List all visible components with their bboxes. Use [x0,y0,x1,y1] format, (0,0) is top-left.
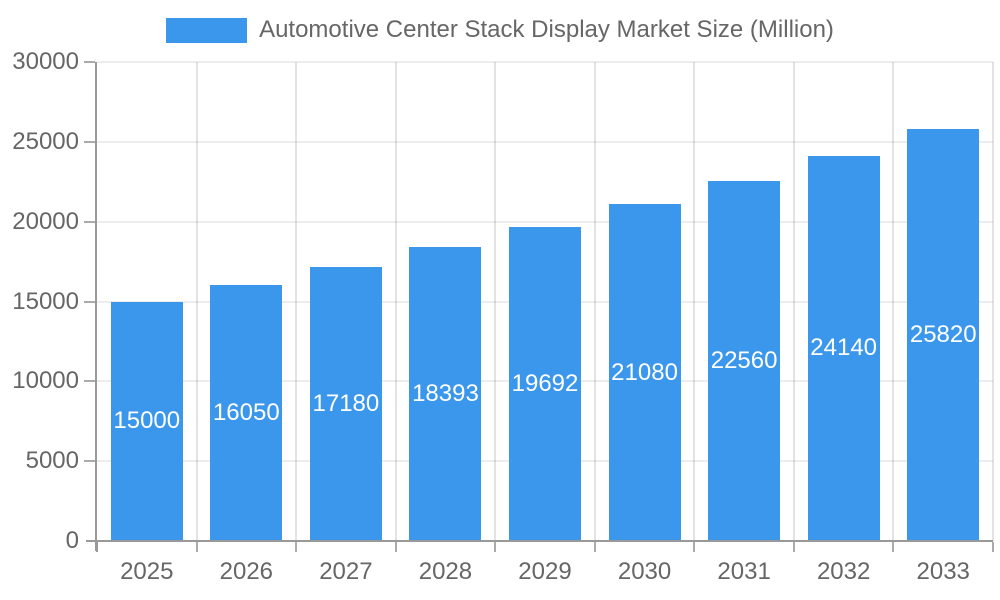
y-tick [84,300,95,303]
x-gridline [295,62,298,541]
y-axis-label: 30000 [12,48,79,75]
y-axis-line [95,62,97,551]
x-gridline [394,62,397,541]
y-tick [84,380,95,383]
y-gridline [97,61,993,63]
x-tick [693,542,696,552]
x-tick [494,542,497,552]
x-axis-label: 2025 [120,558,174,585]
x-axis-label: 2032 [816,558,871,585]
x-tick [892,542,895,552]
bar-2029[interactable] [509,226,581,541]
x-gridline [693,62,696,541]
bar-2027[interactable] [309,266,382,541]
x-axis-label: 2030 [617,558,672,585]
x-tick [295,542,298,552]
bar-2032[interactable] [807,155,880,541]
x-tick [792,542,795,552]
y-tick [84,460,95,463]
legend-color-swatch [166,17,248,43]
y-axis-label: 25000 [12,127,79,155]
x-axis-line [86,540,993,542]
legend-label: Automotive Center Stack Display Market S… [259,16,834,43]
bar-2033[interactable] [907,128,980,541]
x-axis-label: 2031 [717,558,771,585]
chart-legend[interactable]: Automotive Center Stack Display Market S… [0,15,1000,45]
bar-2025[interactable] [110,301,183,541]
x-gridline [892,62,895,541]
x-gridline [992,62,994,541]
x-gridline [792,62,795,541]
x-axis-label: 2033 [916,558,970,585]
y-gridline [97,220,993,223]
x-tick [992,542,994,552]
bar-2030[interactable] [608,204,681,541]
y-tick [84,140,95,143]
y-axis-label: 5000 [25,447,79,475]
y-tick [84,220,95,223]
x-axis-label: 2026 [219,558,274,585]
x-gridline [494,62,497,541]
bar-2031[interactable] [708,180,781,541]
y-axis-label: 15000 [12,287,79,315]
x-axis-label: 2029 [518,558,572,585]
y-gridline [97,140,993,143]
x-tick [394,542,397,552]
x-tick [195,542,198,552]
y-tick [84,61,95,63]
x-tick [593,542,596,552]
x-axis-label: 2028 [418,558,473,585]
y-axis-label: 10000 [12,367,79,395]
bar-2026[interactable] [210,284,283,541]
x-gridline [593,62,596,541]
y-axis-label: 20000 [12,207,79,235]
y-axis-label: 0 [65,527,79,554]
x-axis-label: 2027 [319,558,373,585]
x-tick [96,542,98,552]
bar-2028[interactable] [409,247,482,541]
x-gridline [195,62,198,541]
